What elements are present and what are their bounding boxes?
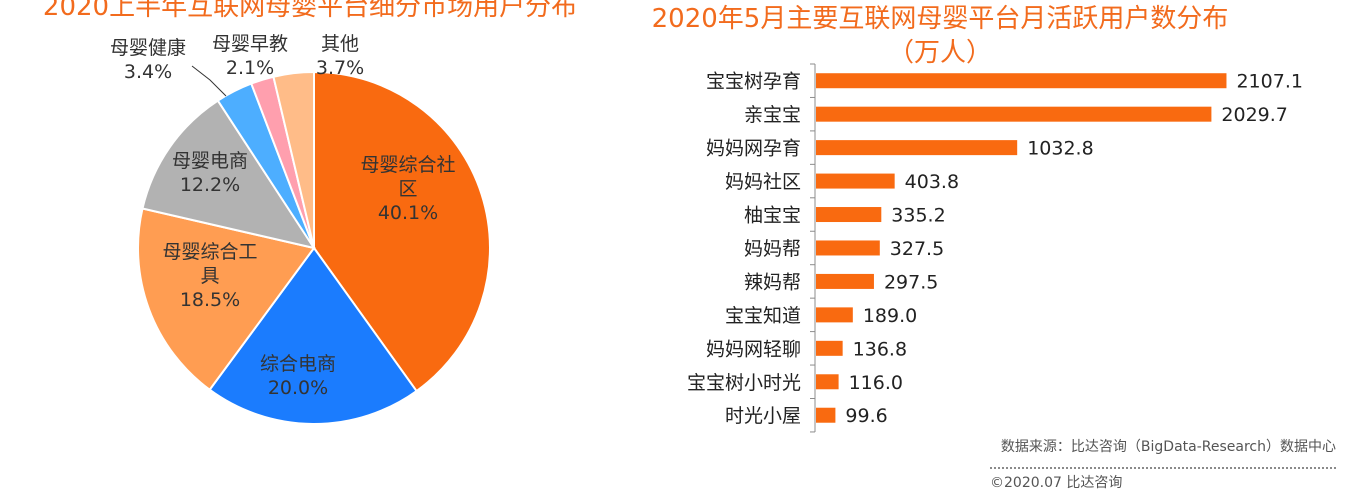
bar-category-label: 妈妈帮: [744, 238, 801, 260]
pie-slice-label: 母婴电商 12.2%: [172, 150, 248, 196]
bar-value-label: 327.5: [890, 238, 944, 260]
bar-category-label: 妈妈网孕育: [706, 138, 801, 160]
bar-value-label: 335.2: [891, 205, 945, 227]
bar: [816, 340, 843, 356]
bar: [816, 374, 839, 390]
bar-chart-title: 2020年5月主要互联网母婴平台月活跃用户数分布: [651, 4, 1229, 34]
pie-chart: 母婴综合社区 40.1% 综合电商 20.0%母婴综合工具 18.5% 母婴电商 12.2%…: [110, 33, 491, 425]
pie-slice-label: 母婴综合工具 18.5%: [162, 241, 257, 311]
pie-leader-line: [191, 65, 227, 97]
pie-slice-label: 母婴早教 2.1%: [212, 33, 288, 79]
pie-chart-title: 2020上半年互联网母婴平台细分市场用户分布: [42, 0, 578, 22]
bar-value-label: 2029.7: [1221, 104, 1287, 126]
bar-value-label: 2107.1: [1236, 71, 1302, 93]
pie-slice: [208, 246, 418, 425]
bar: [816, 240, 880, 256]
bar-category-label: 亲宝宝: [744, 104, 801, 126]
pie-slice: [313, 70, 491, 393]
bar-category-label: 辣妈帮: [744, 271, 801, 293]
bar-category-label: 妈妈网轻聊: [706, 338, 801, 360]
data-source-note: 数据来源：比达咨询（BigData-Research）数据中心: [1000, 439, 1336, 455]
pie-slice: [137, 207, 316, 392]
bar-value-label: 136.8: [853, 338, 907, 360]
bar-chart: 宝宝树孕育 2107.1 亲宝宝 2029.7 妈妈网孕育 1032.8 妈妈社区 403.8…: [687, 63, 1303, 433]
bar-category-label: 柚宝宝: [744, 205, 801, 227]
bar: [816, 173, 895, 189]
bar-value-label: 297.5: [884, 271, 938, 293]
bar-value-label: 116.0: [849, 372, 903, 394]
bar-chart-unit: （万人）: [887, 38, 992, 68]
bar-category-label: 宝宝知道: [725, 305, 801, 327]
bar-value-label: 403.8: [905, 171, 959, 193]
bar-value-label: 189.0: [863, 305, 917, 327]
bar: [816, 73, 1227, 89]
bar-category-label: 妈妈社区: [725, 171, 801, 193]
bar: [816, 307, 853, 323]
bar: [816, 140, 1018, 156]
footer-divider: [990, 467, 1336, 469]
bar: [816, 407, 836, 423]
pie-slice-label: 其他 3.7%: [316, 33, 364, 79]
bar: [816, 273, 874, 289]
copyright-note: ©2020.07 比达咨询: [990, 475, 1123, 491]
bar: [816, 207, 882, 223]
bar: [816, 106, 1212, 122]
bar-value-label: 1032.8: [1027, 138, 1093, 160]
bar-category-label: 时光小屋: [725, 405, 801, 427]
pie-slice-label: 综合电商 20.0%: [260, 353, 336, 399]
pie-slice: [141, 99, 317, 250]
pie-slice-label: 母婴综合社区 40.1%: [360, 154, 455, 224]
pie-slice: [272, 70, 315, 249]
bar-category-label: 宝宝树小时光: [687, 372, 801, 394]
bar-value-label: 99.6: [845, 405, 887, 427]
pie-slice-label: 母婴健康 3.4%: [110, 37, 186, 83]
bar-category-label: 宝宝树孕育: [706, 71, 801, 93]
